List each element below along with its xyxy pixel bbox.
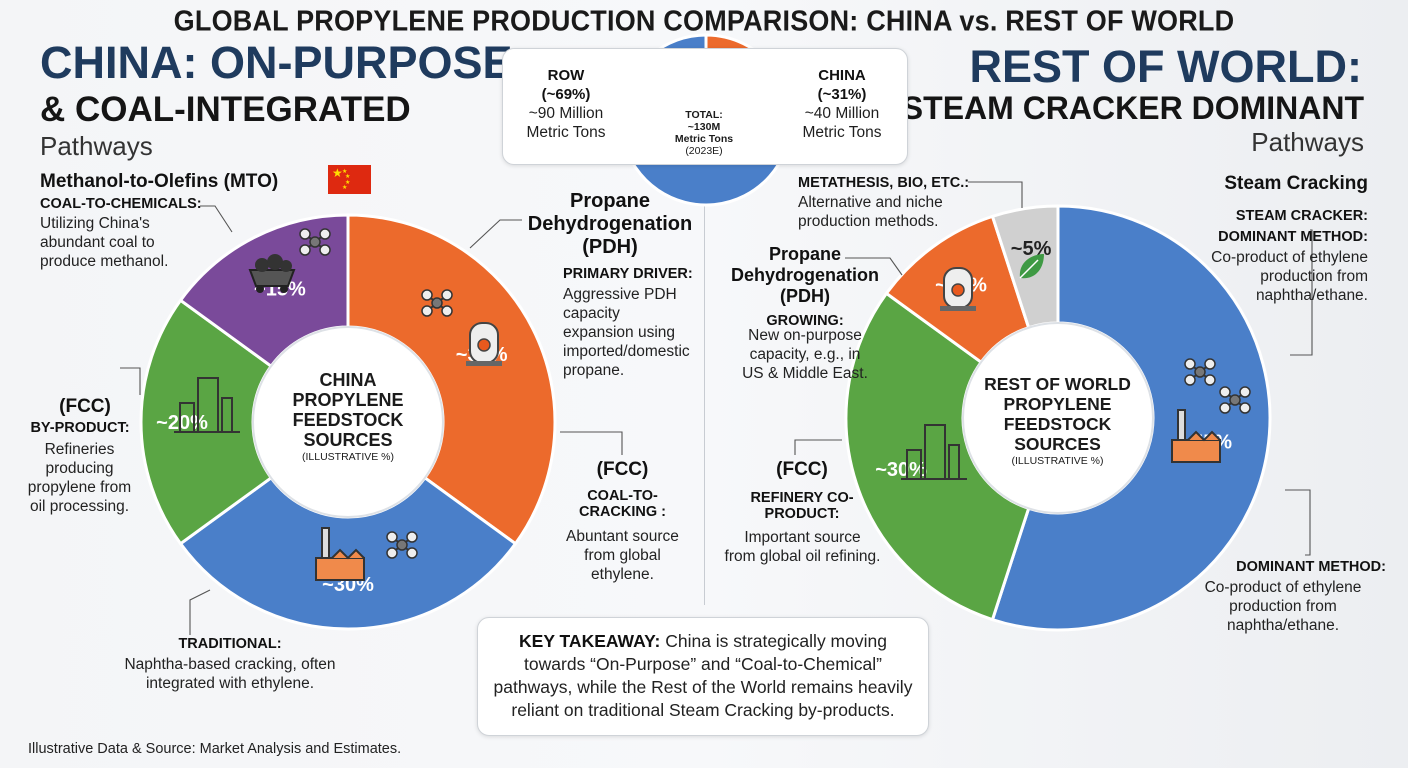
china-center-label: CHINA PROPYLENE FEEDSTOCK SOURCES (ILLUSTRA… [292,370,404,463]
china-title: CHINA: ON-PURPOSE [40,37,513,88]
china-pdh-desc: Aggressive PDH capacity expansion using imp… [563,286,690,379]
china-pie-chart: ~35%~30%~20%~15% [139,213,557,631]
connector-pdh-row [845,257,903,276]
refinery-icon [901,424,967,480]
total-center-label: TOTAL: ~130M Metric Tons (2023E) [674,109,734,157]
dom-caps: DOMINANT METHOD: [1236,559,1386,575]
china-fcc-heading: (FCC) [59,396,111,417]
china-pathways: Pathways [40,131,153,161]
key-takeaway-box: KEY TAKEAWAY: China is strategically mov… [477,617,929,736]
row-pdh-desc: New on-purpose capacity, e.g., in US & Mid… [742,327,868,382]
china-fcc2-caps: COAL-TO- CRACKING : [579,488,666,520]
mto-heading: Methanol-to-Olefins (MTO) [40,171,279,192]
china-flag-icon: ★ ★ ★ ★ ★ [328,165,371,194]
source-note: Illustrative Data & Source: Market Analy… [28,741,402,757]
row-pie-chart: ~55%~30%~10%~5% [844,204,1272,632]
coal-cart-icon [248,254,296,293]
main-title: GLOBAL PROPYLENE PRODUCTION COMPARISON: … [173,5,1235,37]
china-slice-label-2: ~20% [156,412,208,434]
connector-fcc2-china [560,431,623,455]
leaf-icon [1019,254,1044,279]
connector-fcc-row [794,439,842,455]
steam-caps: STEAM CRACKER: DOMINANT METHOD: [1218,208,1368,245]
takeaway-lead: KEY TAKEAWAY: [519,631,661,651]
meta-label: METATHESIS, BIO, ETC.: Alternative and n… [798,175,970,230]
total-row-label: ROW (~69%) ~90 Million Metric Tons [526,67,606,141]
row-pathways: Pathways [1251,127,1364,157]
dom-desc: Co-product of ethylene production from nap… [1204,579,1362,634]
row-center-label: REST OF WORLD PROPYLENE FEEDSTOCK SOURCES (… [984,374,1131,467]
center-divider [704,185,705,605]
molecule-icon [1184,358,1216,386]
refinery-icon [174,377,240,433]
connector-steam [1290,229,1313,356]
row-pie-center [962,322,1154,514]
tank-icon [466,322,502,366]
row-fcc-caps: REFINERY CO- PRODUCT: [750,490,854,522]
steam-heading: Steam Cracking [1224,173,1368,194]
china-fcc-caps: BY-PRODUCT: [30,420,130,436]
row-fcc-desc: Important source from global oil refining… [724,529,881,565]
total-summary-box [502,48,908,165]
takeaway-text: China is strategically moving towards “O… [493,631,913,720]
row-title: REST OF WORLD: [969,41,1362,92]
mto-desc: Utilizing China's abundant coal to produce… [40,215,169,270]
row-slice-label-1: ~30% [875,459,927,481]
china-pie-center [252,326,444,518]
china-fcc-desc: Refineries producing propylene from oil pro… [27,441,132,515]
connector-trad [189,589,211,635]
connector-meta [968,181,1023,208]
china-pdh-heading: Propane Dehydrogenation (PDH) [527,190,693,258]
molecule-icon [1219,386,1251,414]
row-pdh-heading: Propane Dehydrogenation (PDH) [730,244,879,306]
china-fcc2-heading: (FCC) [596,459,649,480]
molecule-icon [299,228,331,256]
china-fcc2-desc: Abuntant source from global ethylene. [566,528,679,583]
trad-caps: TRADITIONAL: [178,636,282,652]
molecule-icon [421,289,453,317]
connector-mto [200,205,233,233]
steam-desc: Co-product of ethylene production from nap… [1211,249,1368,304]
connector-pdh-china [469,219,522,249]
china-pdh-caps: PRIMARY DRIVER: [563,266,693,282]
row-fcc-heading: (FCC) [776,459,828,480]
factory-icon [315,527,365,581]
connector-fcc-china [120,367,141,395]
row-pdh-caps: GROWING: [766,313,844,329]
row-slice-label-3: ~5% [1011,238,1052,260]
connector-dom [1285,489,1311,556]
trad-desc: Naphtha-based cracking, often integrated … [124,656,336,692]
factory-icon [1171,409,1221,463]
china-subtitle: & COAL-INTEGRATED [40,90,411,129]
tank-icon [940,267,976,311]
mto-caps: COAL-TO-CHEMICALS: [40,196,202,212]
connector-lines [120,181,1313,635]
row-subtitle: STEAM CRACKER DOMINANT [901,90,1364,126]
molecule-icon [386,531,418,559]
total-china-label: CHINA (~31%) ~40 Million Metric Tons [802,67,882,141]
